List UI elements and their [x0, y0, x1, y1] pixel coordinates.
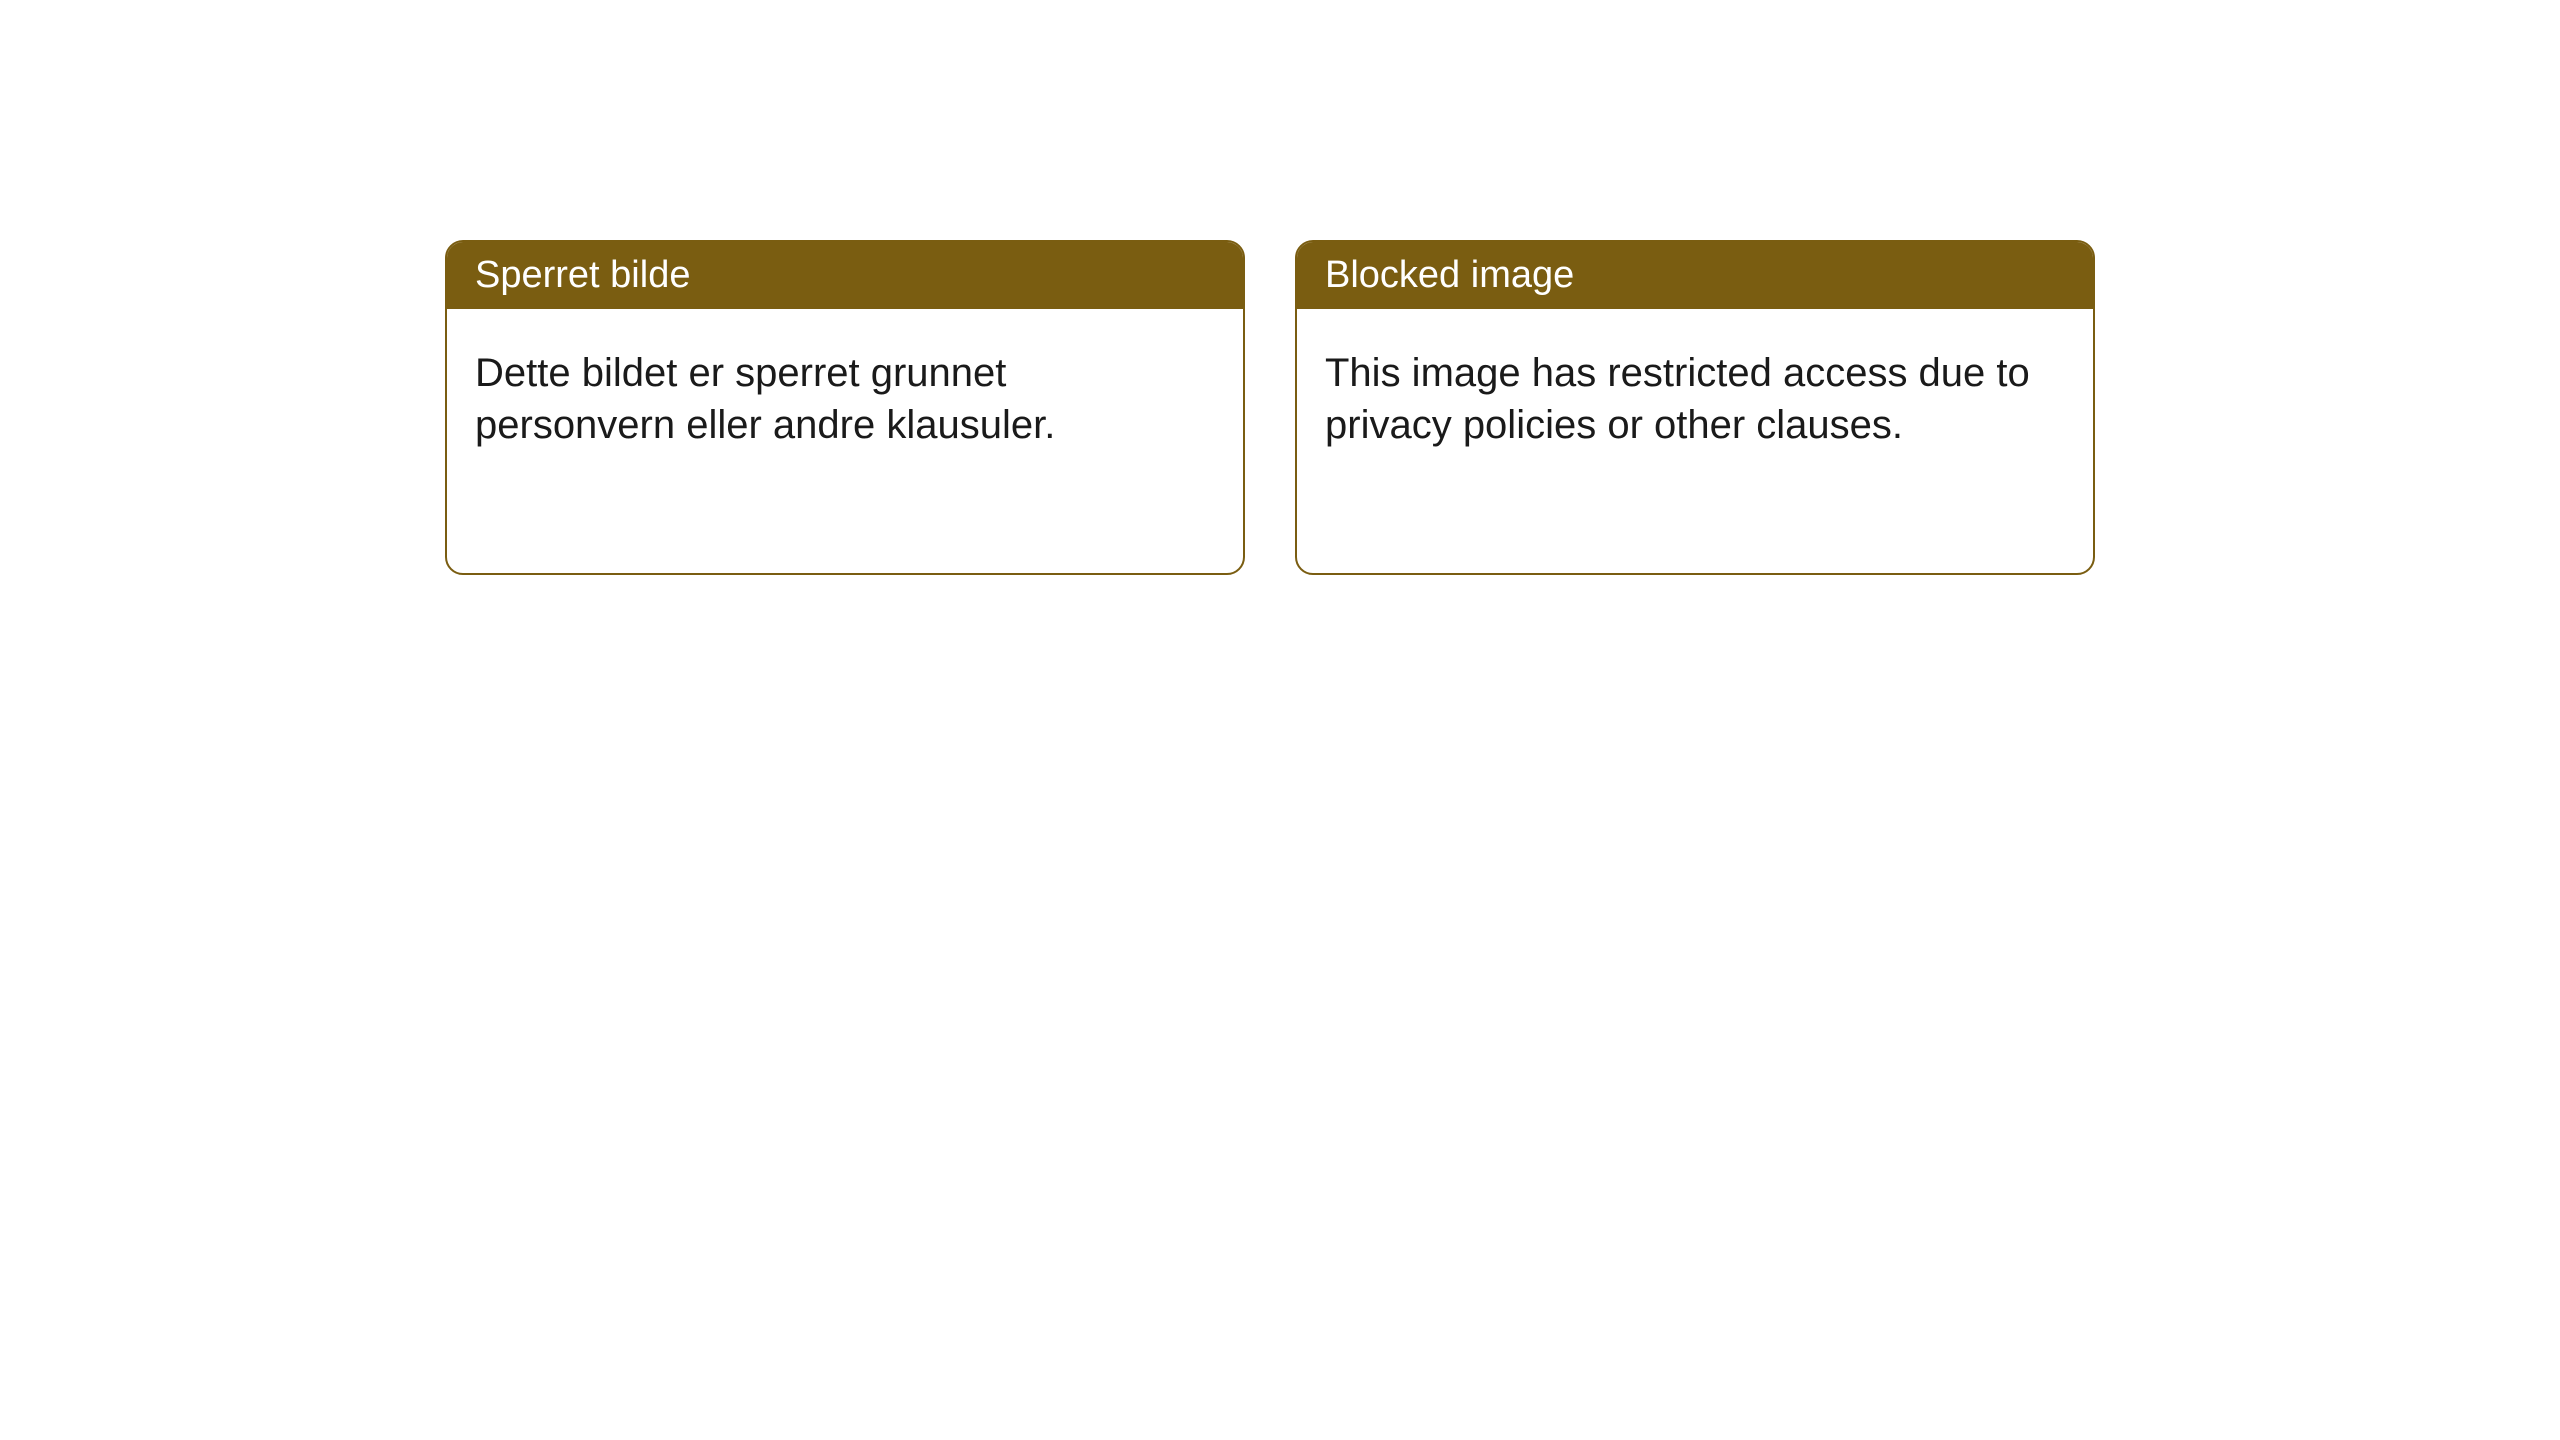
card-header: Blocked image [1297, 242, 2093, 309]
card-body: Dette bildet er sperret grunnet personve… [447, 309, 1243, 489]
notice-cards-container: Sperret bilde Dette bildet er sperret gr… [0, 0, 2560, 575]
card-title: Blocked image [1325, 254, 1574, 296]
notice-card-norwegian: Sperret bilde Dette bildet er sperret gr… [445, 240, 1245, 575]
card-header: Sperret bilde [447, 242, 1243, 309]
card-title: Sperret bilde [475, 254, 690, 296]
card-body: This image has restricted access due to … [1297, 309, 2093, 489]
card-message: Dette bildet er sperret grunnet personve… [475, 351, 1055, 447]
notice-card-english: Blocked image This image has restricted … [1295, 240, 2095, 575]
card-message: This image has restricted access due to … [1325, 351, 2030, 447]
